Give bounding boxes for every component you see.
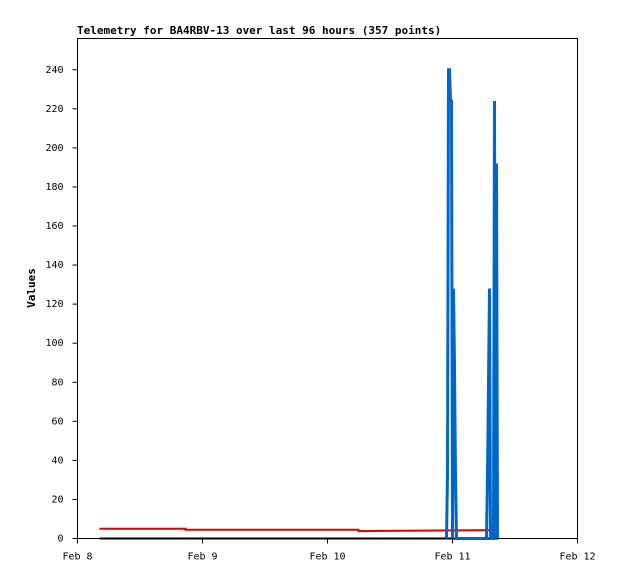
y-tick-label: 140 [45,260,63,271]
y-tick-label: 0 [57,534,63,545]
y-tick-label: 20 [51,494,63,505]
x-tick-label: Feb 9 [187,552,217,563]
y-tick-label: 120 [45,299,63,310]
y-tick-label: 240 [45,65,63,76]
x-tick-label: Feb 8 [62,552,92,563]
y-tick-label: 40 [51,455,63,466]
y-tick-label: 160 [45,221,63,232]
series-line [99,527,499,533]
chart-title: Telemetry for BA4RBV-13 over last 96 hou… [77,24,441,37]
plot-frame [77,38,578,539]
y-tick-label: 100 [45,338,63,349]
series-line [445,68,499,540]
y-tick-label: 200 [45,143,63,154]
x-tick-label: Feb 10 [309,552,345,563]
y-tick-label: 220 [45,104,63,115]
y-axis-label: Values [25,268,38,308]
x-tick-label: Feb 12 [559,552,595,563]
y-tick-label: 80 [51,377,63,388]
y-tick-label: 60 [51,416,63,427]
x-tick-label: Feb 11 [434,552,470,563]
y-tick-label: 180 [45,182,63,193]
